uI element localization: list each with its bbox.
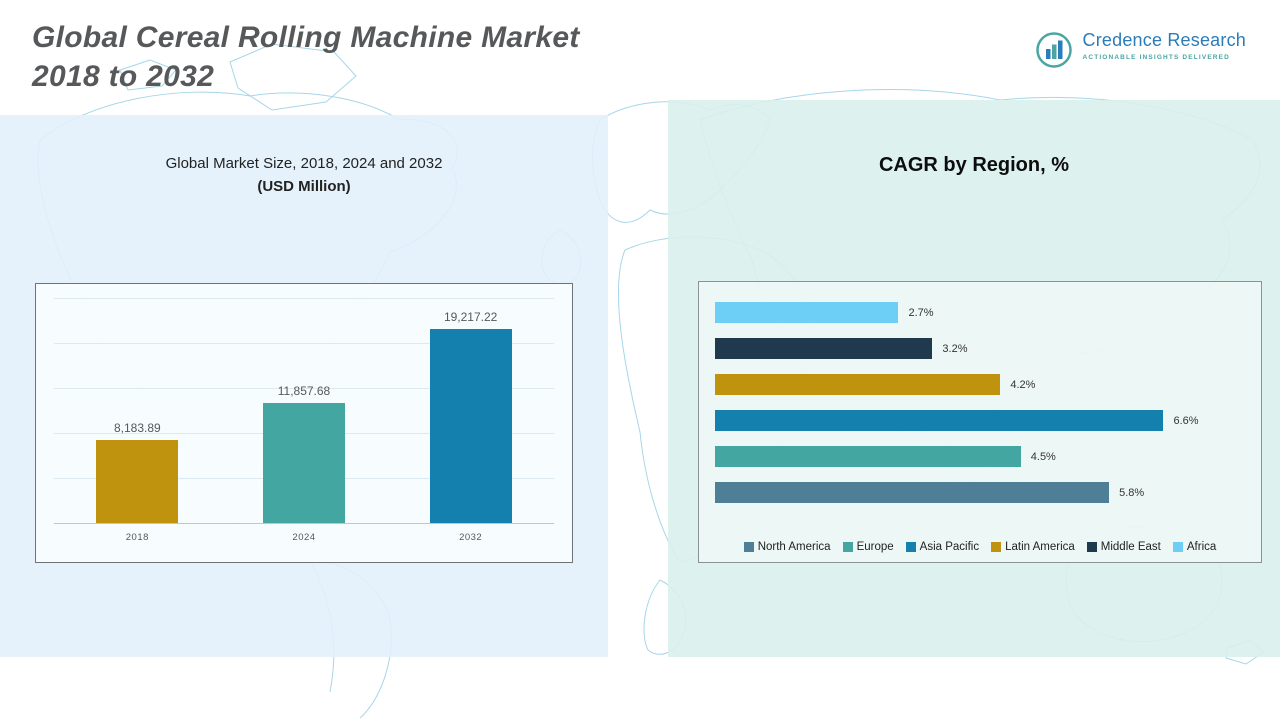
x-axis-label-2018: 2018 — [125, 532, 149, 543]
legend-label: Europe — [856, 541, 894, 553]
legend-item-africa: Africa — [1172, 541, 1217, 553]
legend-label: Middle East — [1100, 541, 1161, 553]
bar-asia-pacific — [715, 410, 1164, 431]
bar-value-label: 2.7% — [908, 306, 934, 319]
hbar-row-middle-east: 3.2% — [715, 338, 1245, 359]
market-size-xlabels: 2018 2024 2032 — [54, 532, 554, 543]
market-size-title-line1: Global Market Size, 2018, 2024 and 2032 — [165, 155, 443, 172]
bar-2018 — [96, 440, 179, 523]
legend-swatch — [905, 542, 916, 552]
bar-value-label: 5.8% — [1119, 486, 1145, 499]
market-size-plot: 8,183.89 11,857.68 19,217.22 — [54, 298, 554, 524]
page-title-line1: Global Cereal Rolling Machine Market — [32, 21, 580, 54]
cagr-bars: 2.7% 3.2% 4.2% 6.6% 4.5% 5.8% — [715, 302, 1245, 503]
legend-swatch — [743, 542, 754, 552]
bar-2024 — [262, 403, 345, 523]
bar-value-label: 11,857.68 — [277, 384, 331, 398]
cagr-panel: CAGR by Region, % 2.7% 3.2% 4.2% 6.6% 4.5% 5.… — [668, 100, 1280, 657]
page-title-line2: 2018 to 2032 — [32, 60, 215, 93]
logo-text: Credence Research Actionable Insights De… — [1083, 30, 1246, 61]
market-size-chart-title: Global Market Size, 2018, 2024 and 2032 … — [0, 155, 608, 195]
legend-item-asia-pacific: Asia Pacific — [905, 541, 980, 553]
hbar-row-europe: 4.5% — [715, 446, 1245, 467]
legend-item-latin-america: Latin America — [991, 541, 1075, 553]
market-size-title-line2: (USD Million) — [257, 178, 351, 195]
x-axis-label-2024: 2024 — [292, 532, 316, 543]
legend-label: Africa — [1186, 541, 1217, 553]
market-size-panel: Global Market Size, 2018, 2024 and 2032 … — [0, 115, 608, 657]
cagr-legend: North America Europe Asia Pacific Latin Ame… — [699, 541, 1261, 553]
legend-label: Asia Pacific — [919, 541, 980, 553]
logo-bar-chart-icon — [1035, 32, 1072, 68]
legend-swatch — [842, 542, 853, 552]
page-title: Global Cereal Rolling Machine Market 201… — [32, 18, 580, 96]
bar-value-label: 3.2% — [942, 342, 968, 355]
logo-tagline: Actionable Insights Delivered — [1082, 54, 1230, 61]
legend-label: Latin America — [1005, 541, 1075, 553]
market-size-chart: 8,183.89 11,857.68 19,217.22 2018 2024 2032 — [35, 283, 573, 563]
bar-africa — [715, 302, 899, 323]
logo-name: Credence Research — [1082, 30, 1246, 50]
vbar-group-2024: 11,857.68 — [221, 384, 386, 523]
bar-2032 — [429, 329, 512, 523]
bar-middle-east — [715, 338, 933, 359]
hbar-row-north-america: 5.8% — [715, 482, 1245, 503]
legend-swatch — [1086, 542, 1097, 552]
bar-value-label: 4.5% — [1030, 450, 1056, 463]
hbar-row-asia-pacific: 6.6% — [715, 410, 1245, 431]
credence-research-logo: Credence Research Actionable Insights De… — [1034, 30, 1246, 70]
bar-value-label: 8,183.89 — [113, 421, 161, 435]
bar-value-label: 19,217.22 — [443, 310, 498, 324]
bar-value-label: 4.2% — [1010, 378, 1036, 391]
bar-europe — [715, 446, 1021, 467]
legend-item-north-america: North America — [743, 541, 831, 553]
hbar-row-africa: 2.7% — [715, 302, 1245, 323]
bar-latin-america — [715, 374, 1001, 395]
bar-value-label: 6.6% — [1173, 414, 1199, 427]
vbar-group-2018: 8,183.89 — [55, 421, 220, 523]
x-axis-label-2032: 2032 — [459, 532, 483, 543]
cagr-chart-title: CAGR by Region, % — [878, 154, 1069, 176]
hbar-row-latin-america: 4.2% — [715, 374, 1245, 395]
vbar-group-2032: 19,217.22 — [388, 310, 553, 523]
bar-north-america — [715, 482, 1110, 503]
legend-swatch — [991, 542, 1002, 552]
legend-item-europe: Europe — [842, 541, 894, 553]
cagr-chart: 2.7% 3.2% 4.2% 6.6% 4.5% 5.8% North America Eu… — [698, 281, 1262, 563]
legend-label: North America — [757, 541, 831, 553]
legend-item-middle-east: Middle East — [1086, 541, 1161, 553]
legend-swatch — [1172, 542, 1183, 552]
